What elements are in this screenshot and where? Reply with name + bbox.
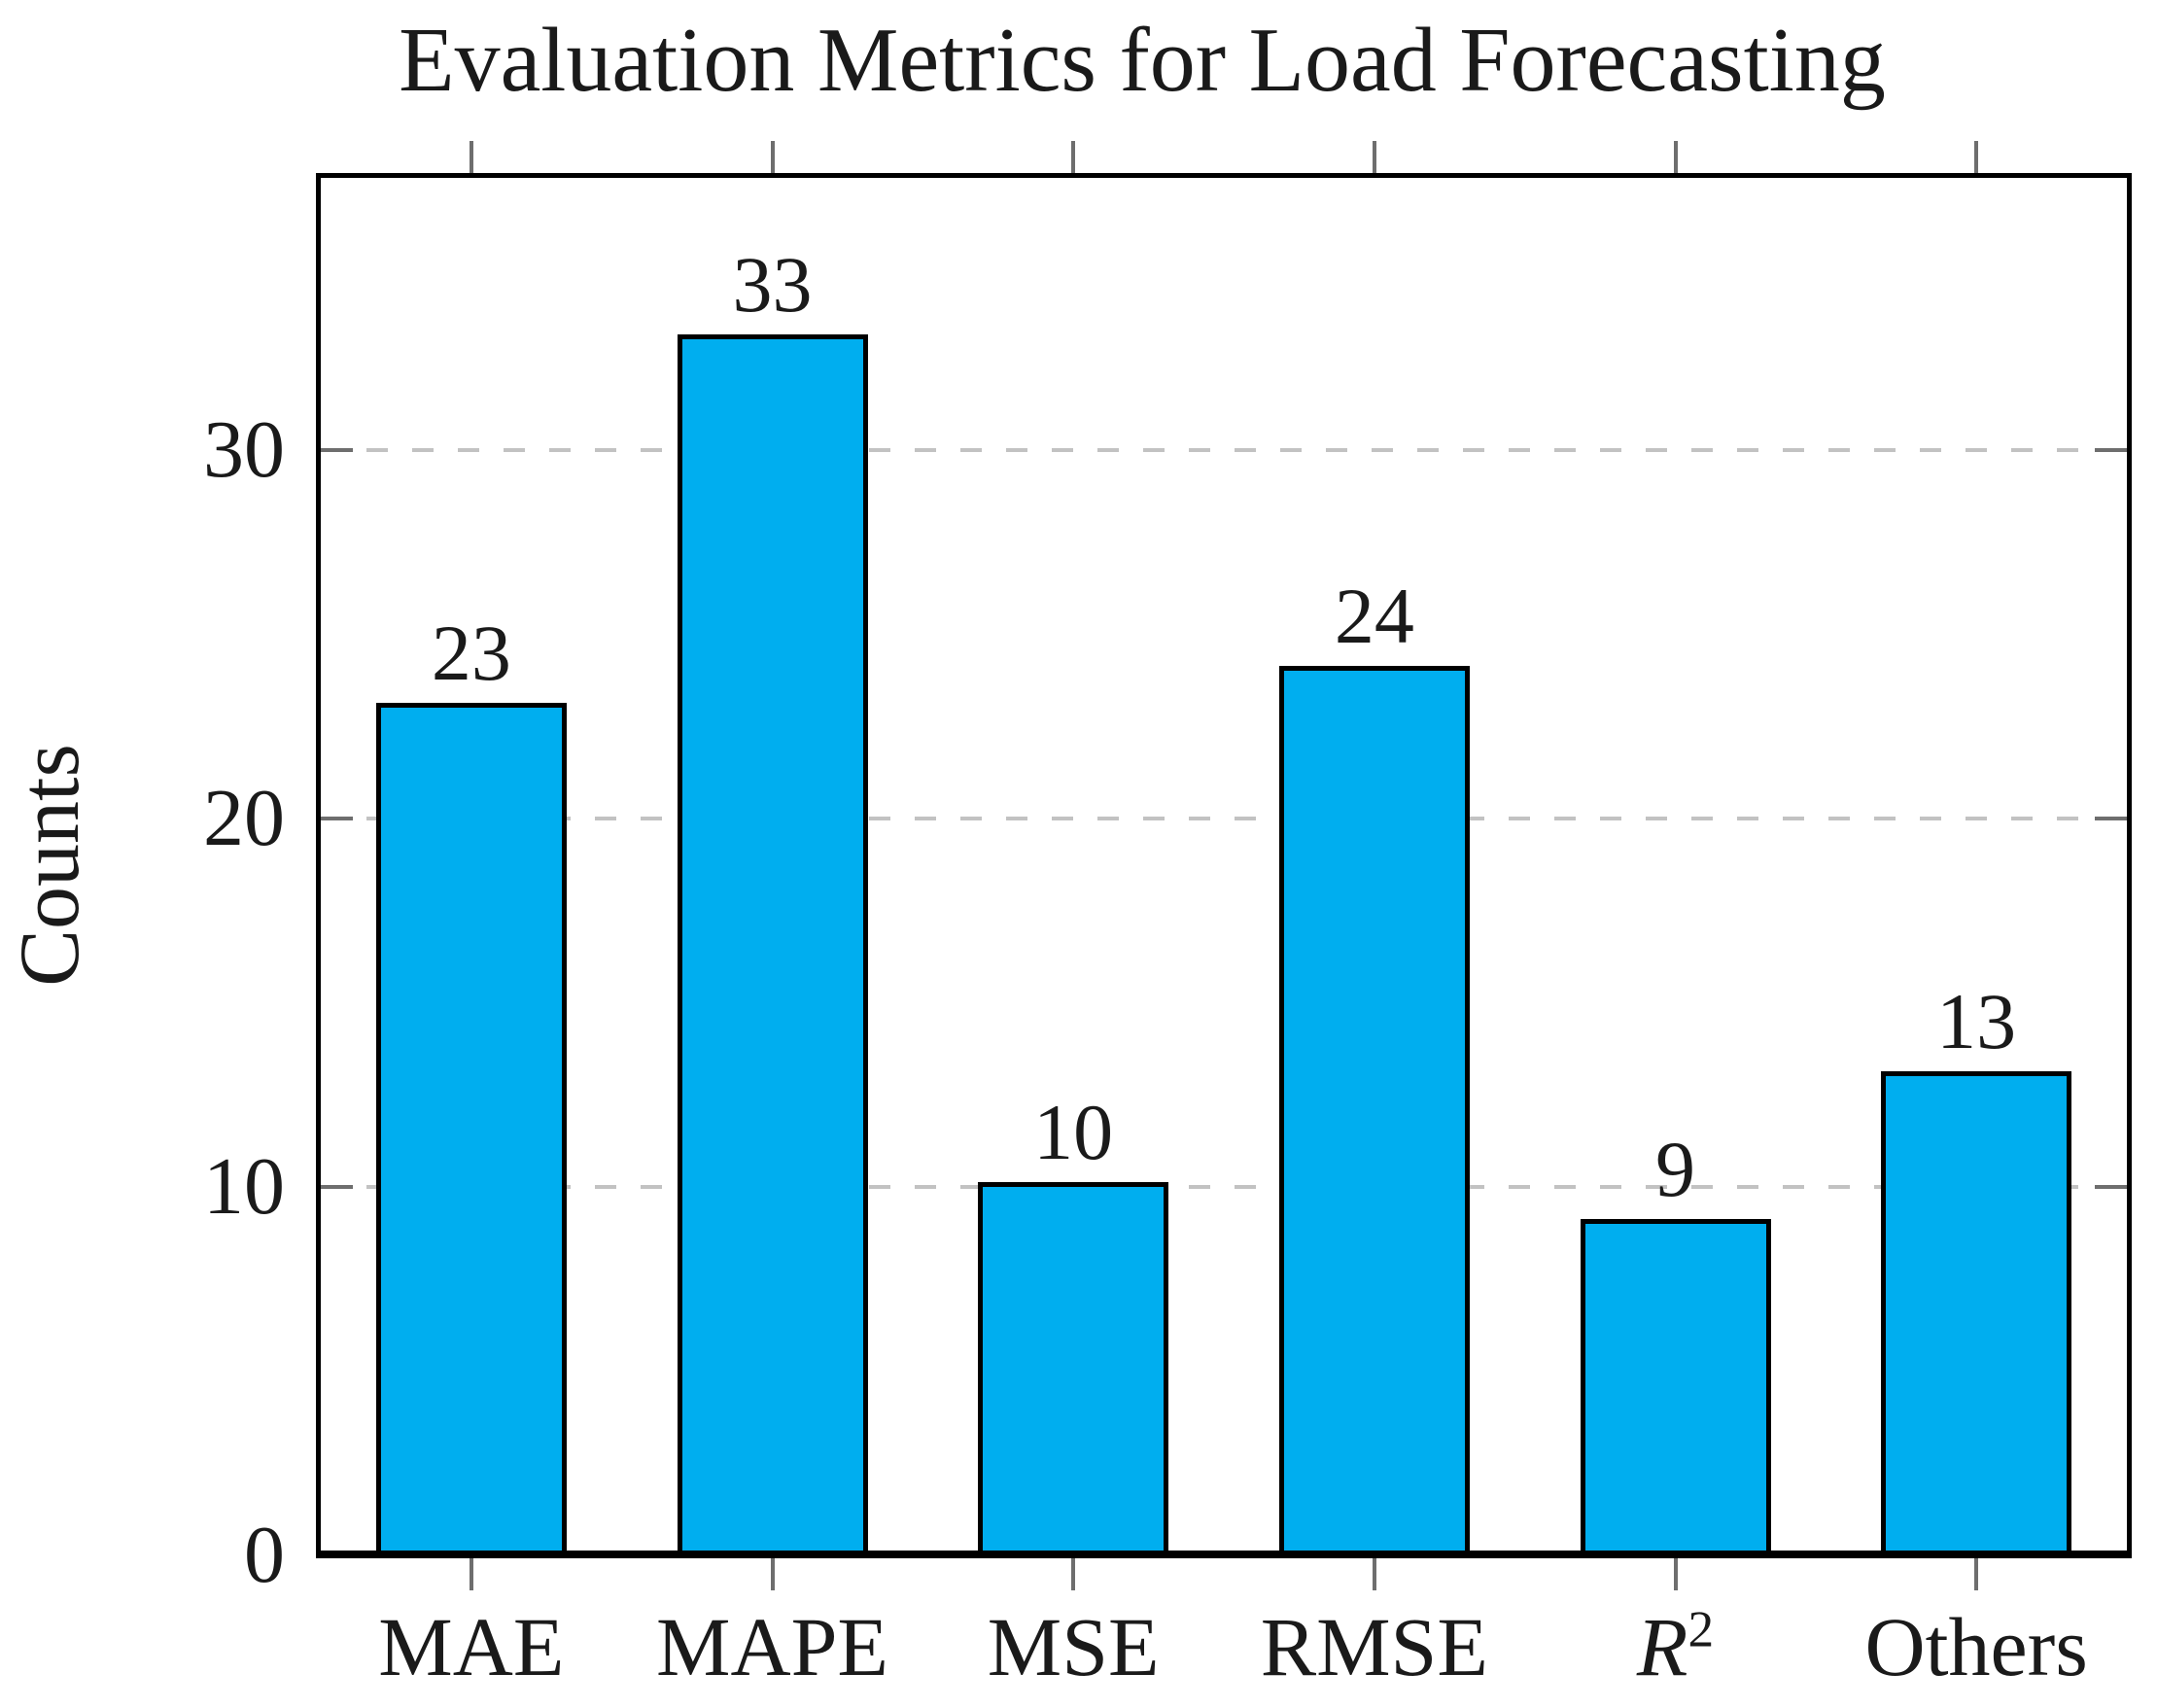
x-tick-label-rmse: RMSE — [1260, 1600, 1488, 1693]
x-axis-tick-top-mse — [1071, 141, 1076, 173]
bar-value-label-r2: 9 — [1655, 1124, 1695, 1213]
bar-value-label-mae: 23 — [431, 609, 511, 698]
gridline-20 — [321, 817, 2127, 820]
bar-rmse — [1278, 666, 1470, 1551]
bar-mape — [677, 334, 868, 1551]
y-axis-tick-right-30 — [2095, 448, 2127, 452]
plot-area — [316, 173, 2132, 1558]
y-axis-tick-left-10 — [321, 1185, 353, 1189]
bar-r2 — [1580, 1218, 1771, 1551]
x-axis-tick-bottom-mape — [770, 1558, 775, 1590]
bar-others — [1881, 1071, 2072, 1551]
x-axis-tick-top-mae — [469, 141, 473, 173]
bar-value-label-mse: 10 — [1033, 1088, 1114, 1176]
bar-value-label-mape: 33 — [732, 240, 813, 330]
y-tick-label-10: 10 — [203, 1141, 285, 1232]
y-axis-tick-right-20 — [2095, 817, 2127, 820]
x-axis-tick-top-rmse — [1372, 141, 1376, 173]
y-tick-label-20: 20 — [203, 773, 285, 863]
y-tick-label-30: 30 — [203, 404, 285, 495]
gridline-10 — [321, 1185, 2127, 1189]
bar-mae — [375, 703, 567, 1551]
x-axis-tick-top-mape — [770, 141, 775, 173]
y-axis-tick-left-30 — [321, 448, 353, 452]
x-axis-tick-bottom-mae — [469, 1558, 473, 1590]
y-axis-label: Counts — [3, 744, 97, 987]
superscript-2: 2 — [1687, 1599, 1715, 1658]
x-axis-tick-bottom-r2 — [1673, 1558, 1678, 1590]
x-tick-label-mse: MSE — [987, 1600, 1160, 1693]
bar-value-label-others: 13 — [1936, 977, 2017, 1066]
y-axis-tick-left-20 — [321, 817, 353, 820]
math-italic-r: R — [1636, 1600, 1688, 1693]
y-tick-label-0: 0 — [244, 1510, 285, 1600]
x-axis-tick-bottom-mse — [1071, 1558, 1076, 1590]
x-tick-label-mape: MAPE — [656, 1600, 888, 1693]
x-tick-label-mae: MAE — [378, 1600, 565, 1693]
y-axis-tick-right-10 — [2095, 1185, 2127, 1189]
x-axis-tick-bottom-others — [1974, 1558, 1979, 1590]
x-axis-tick-bottom-rmse — [1372, 1558, 1376, 1590]
chart-title: Evaluation Metrics for Load Forecasting — [399, 10, 1886, 111]
bar-value-label-rmse: 24 — [1334, 572, 1414, 661]
x-axis-tick-top-r2 — [1673, 141, 1678, 173]
bar-mse — [978, 1182, 1169, 1551]
gridline-30 — [321, 448, 2127, 452]
x-tick-label-r2: R2 — [1462, 1602, 1890, 1691]
x-axis-tick-top-others — [1974, 141, 1979, 173]
x-tick-label-others: Others — [1864, 1600, 2088, 1693]
